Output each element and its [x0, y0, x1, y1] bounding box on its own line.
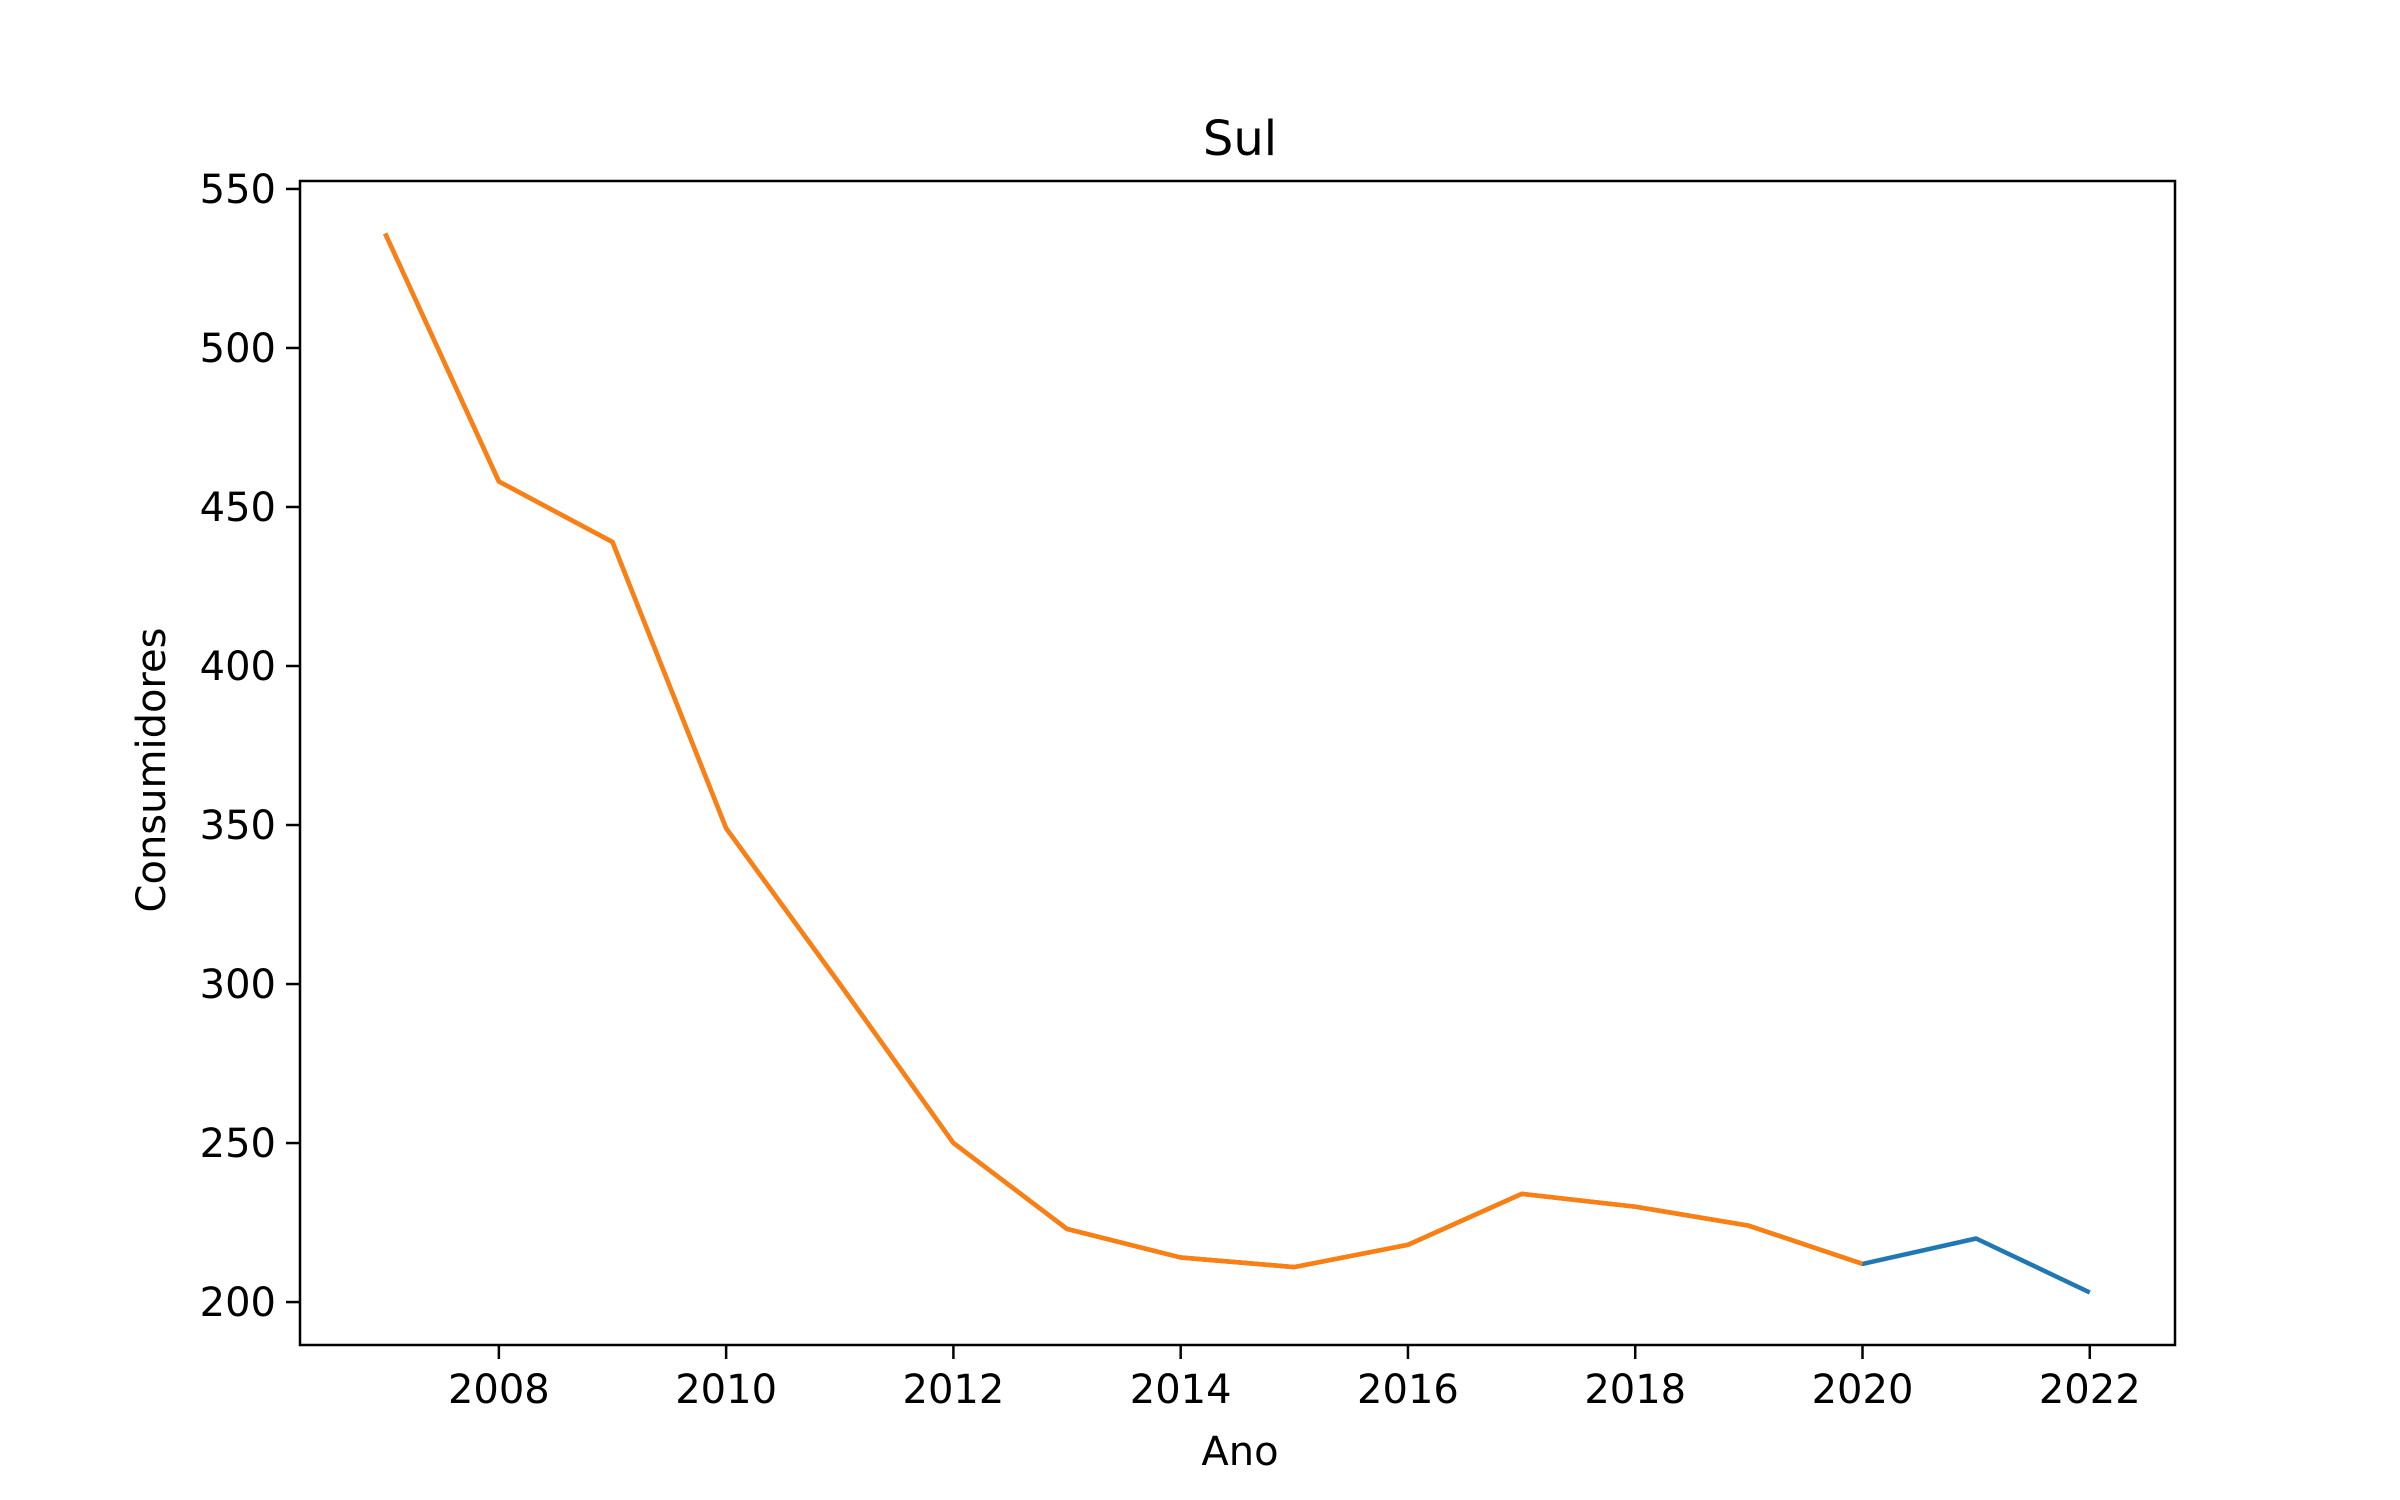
x-axis-title: Ano: [1201, 1429, 1278, 1475]
y-tick-label: 250: [200, 1121, 276, 1167]
x-tick-label: 2010: [675, 1367, 777, 1413]
y-tick-label: 550: [200, 167, 276, 213]
y-tick-label: 200: [200, 1280, 276, 1326]
chart-title: Sul: [1203, 111, 1277, 167]
x-tick-label: 2014: [1130, 1367, 1232, 1413]
y-axis-title: Consumidores: [129, 628, 175, 913]
x-tick-label: 2008: [448, 1367, 550, 1413]
y-axis: 200 250 300 350 400 450 500 550: [200, 167, 300, 1326]
x-tick-label: 2018: [1584, 1367, 1686, 1413]
x-tick-label: 2020: [1812, 1367, 1914, 1413]
x-tick-label: 2012: [903, 1367, 1005, 1413]
y-tick-label: 400: [200, 644, 276, 690]
y-tick-label: 350: [200, 803, 276, 849]
series-line-2: [383, 232, 1864, 1270]
series-layer: [383, 232, 2091, 1295]
x-tick-label: 2022: [2039, 1367, 2141, 1413]
x-tick-label: 2016: [1357, 1367, 1459, 1413]
plot-frame: [298, 179, 2177, 1347]
y-tick-label: 500: [200, 326, 276, 372]
y-tick-label: 300: [200, 962, 276, 1008]
y-tick-label: 450: [200, 485, 276, 531]
x-axis: 2008 2010 2012 2014 2016 2018 2020 2022: [448, 1345, 2141, 1413]
